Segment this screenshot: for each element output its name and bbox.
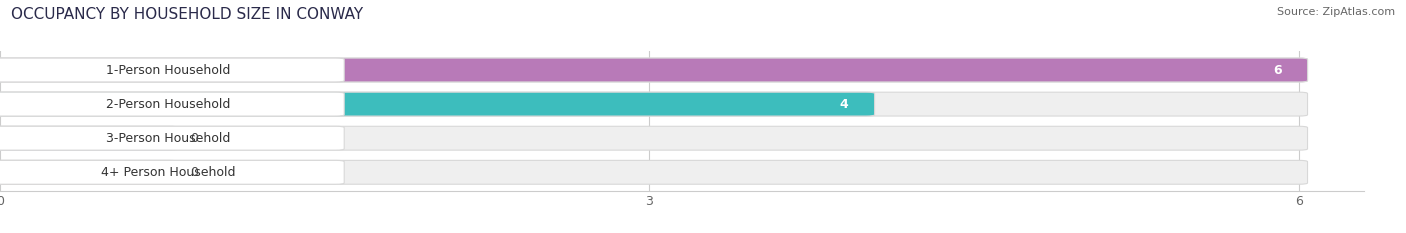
FancyBboxPatch shape — [0, 160, 344, 184]
Text: 1-Person Household: 1-Person Household — [105, 64, 231, 76]
Text: 3-Person Household: 3-Person Household — [105, 132, 231, 145]
Text: 0: 0 — [190, 166, 198, 179]
FancyBboxPatch shape — [0, 58, 344, 82]
FancyBboxPatch shape — [0, 160, 1308, 184]
FancyBboxPatch shape — [0, 160, 177, 184]
Text: OCCUPANCY BY HOUSEHOLD SIZE IN CONWAY: OCCUPANCY BY HOUSEHOLD SIZE IN CONWAY — [11, 7, 363, 22]
FancyBboxPatch shape — [0, 92, 344, 116]
FancyBboxPatch shape — [0, 58, 1308, 82]
FancyBboxPatch shape — [0, 126, 177, 150]
Text: Source: ZipAtlas.com: Source: ZipAtlas.com — [1277, 7, 1395, 17]
Text: 4+ Person Household: 4+ Person Household — [100, 166, 235, 179]
FancyBboxPatch shape — [0, 126, 1308, 150]
Text: 0: 0 — [190, 132, 198, 145]
FancyBboxPatch shape — [0, 58, 1308, 82]
Text: 4: 4 — [839, 98, 849, 111]
FancyBboxPatch shape — [0, 92, 875, 116]
Text: 2-Person Household: 2-Person Household — [105, 98, 231, 111]
FancyBboxPatch shape — [0, 126, 344, 150]
Text: 6: 6 — [1272, 64, 1281, 76]
FancyBboxPatch shape — [0, 92, 1308, 116]
